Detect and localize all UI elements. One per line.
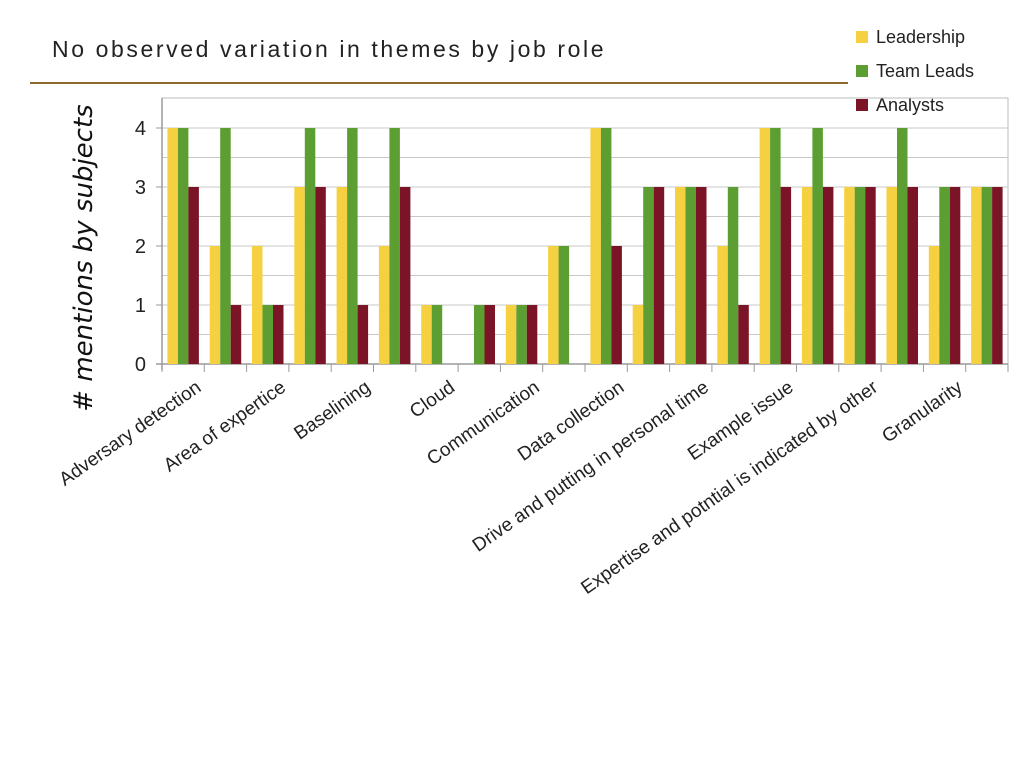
bar-analysts [780, 187, 792, 364]
bar-leadership [252, 246, 263, 364]
legend-label-team-leads: Team Leads [876, 60, 975, 81]
bar-team-leads [600, 128, 612, 364]
bar-analysts [484, 305, 495, 364]
bar-analysts [315, 187, 326, 364]
bar-analysts [399, 187, 411, 364]
bar-team-leads [177, 128, 189, 364]
bar-analysts [230, 305, 242, 364]
legend-label-leadership: Leadership [876, 26, 966, 47]
bar-leadership [548, 246, 559, 364]
bar-team-leads [389, 128, 400, 364]
y-tick-label: 0 [135, 354, 146, 376]
bar-leadership [632, 305, 644, 364]
y-tick-label: 4 [135, 118, 146, 140]
y-tick-label: 1 [135, 295, 146, 317]
legend-swatch-leadership [856, 31, 868, 43]
legend-label-analysts: Analysts [876, 94, 945, 115]
bar-team-leads [220, 128, 231, 364]
bar-leadership [759, 128, 771, 364]
bar-analysts [907, 187, 918, 364]
bar-team-leads [474, 305, 485, 364]
bar-analysts [526, 305, 538, 364]
bar-analysts [611, 246, 622, 364]
plot-area-frame [161, 97, 1009, 365]
bar-leadership [971, 187, 982, 364]
bar-leadership [590, 128, 601, 364]
bar-team-leads [854, 187, 866, 364]
bar-analysts [188, 187, 199, 364]
legend-item-analysts: Analysts [856, 88, 1016, 122]
bar-team-leads [431, 305, 443, 364]
bar-analysts [992, 187, 1003, 364]
bar-team-leads [643, 187, 654, 364]
y-tick-label: 2 [135, 236, 146, 258]
x-tick-label: Granularity [878, 377, 967, 448]
bar-leadership [801, 187, 813, 364]
bar-leadership [886, 187, 897, 364]
title-divider [30, 82, 848, 84]
bar-analysts [949, 187, 961, 364]
bar-team-leads [897, 128, 908, 364]
slide-title: No observed variation in themes by job r… [52, 36, 607, 62]
bar-team-leads [516, 305, 527, 364]
bar-analysts [696, 187, 707, 364]
y-tick-label: 3 [135, 177, 146, 199]
bar-team-leads [262, 305, 273, 364]
bar-leadership [378, 246, 390, 364]
bar-team-leads [558, 246, 570, 364]
bar-team-leads [770, 128, 781, 364]
bar-analysts [357, 305, 369, 364]
x-tick-label: Expertise and potntial is indicated by o… [577, 377, 882, 599]
bar-leadership [928, 246, 940, 364]
bar-leadership [717, 246, 728, 364]
bar-leadership [675, 187, 686, 364]
bar-analysts [738, 305, 749, 364]
bar-leadership [336, 187, 348, 364]
bar-analysts [653, 187, 665, 364]
bar-leadership [209, 246, 221, 364]
bar-team-leads [727, 187, 739, 364]
bar-leadership [844, 187, 855, 364]
bar-leadership [294, 187, 305, 364]
bar-analysts [273, 305, 284, 364]
x-tick-label: Baselining [291, 377, 375, 444]
bar-team-leads [685, 187, 696, 364]
bar-leadership [421, 305, 432, 364]
legend-item-team-leads: Team Leads [856, 54, 1016, 88]
legend-item-leadership: Leadership [856, 20, 1016, 54]
bar-team-leads [981, 187, 993, 364]
bar-leadership [167, 128, 178, 364]
chart-legend: Leadership Team Leads Analysts [856, 20, 1016, 122]
legend-swatch-team-leads [856, 65, 868, 77]
bar-team-leads [347, 128, 358, 364]
bar-leadership [505, 305, 517, 364]
bar-team-leads [304, 128, 316, 364]
bar-team-leads [812, 128, 823, 364]
legend-swatch-analysts [856, 99, 868, 111]
bar-team-leads [939, 187, 950, 364]
x-tick-label: Adversary detection [56, 377, 206, 491]
bar-analysts [822, 187, 834, 364]
x-tick-label: Cloud [406, 377, 459, 423]
bar-analysts [865, 187, 876, 364]
